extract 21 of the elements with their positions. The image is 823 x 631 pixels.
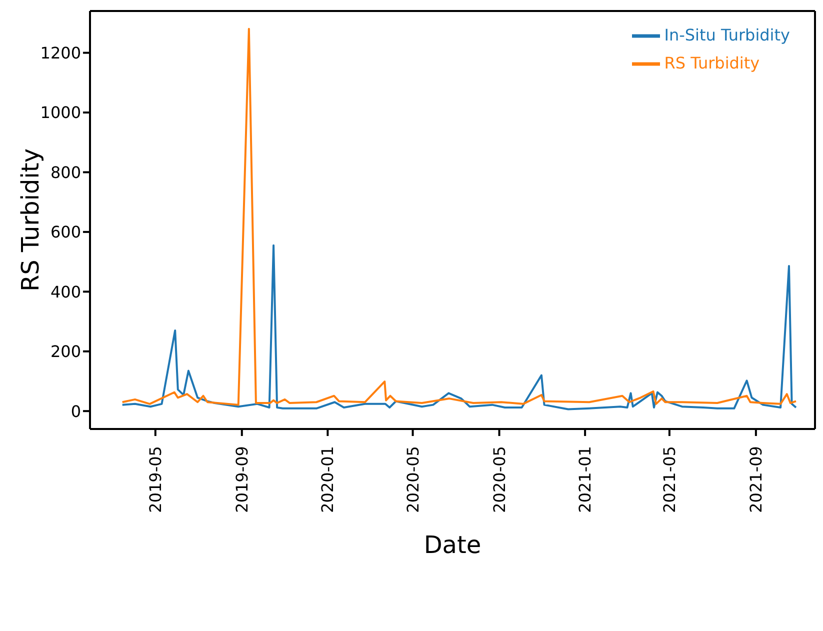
y-tick-label: 400 — [50, 282, 81, 302]
y-tick-label: 600 — [50, 222, 81, 242]
x-tick-label: 2021-09 — [746, 446, 766, 513]
y-tick-label: 1200 — [40, 43, 81, 62]
y-tick-label: 200 — [50, 342, 81, 362]
line-series — [121, 28, 798, 406]
x-tick-label: 2020-05 — [403, 446, 422, 513]
y-axis-title: RS Turbidity — [16, 148, 45, 292]
x-tick-label: 2019-09 — [232, 446, 252, 513]
x-tick-label: 2020-01 — [318, 446, 338, 513]
y-tick-label: 800 — [50, 162, 81, 182]
y-tick-label: 1000 — [40, 103, 81, 122]
x-tick-label: 2019-05 — [146, 446, 165, 513]
x-axis-title: Date — [424, 531, 482, 559]
x-tick-label: 2021-05 — [660, 446, 679, 513]
legend-label: In-Situ Turbidity — [664, 25, 790, 44]
y-tick-label: 0 — [70, 402, 81, 421]
x-tick-label: 2021-01 — [576, 446, 595, 513]
legend-label: RS Turbidity — [664, 53, 760, 72]
line-series — [121, 244, 798, 410]
x-tick-label: 2020-05 — [490, 446, 509, 513]
